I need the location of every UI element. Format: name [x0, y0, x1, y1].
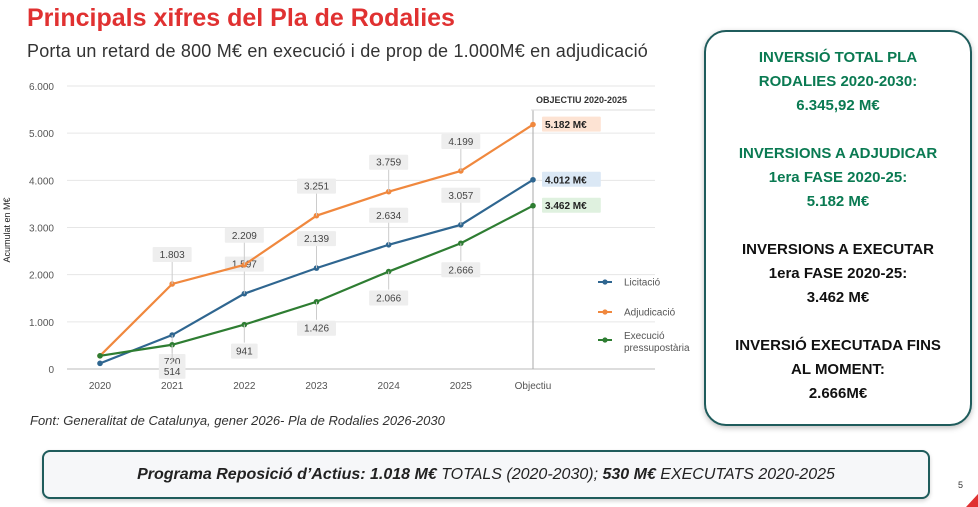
data-label-bg	[297, 231, 336, 247]
legend-label: Licitació	[624, 278, 661, 289]
legend-marker	[602, 279, 608, 285]
legend-label: Execució pressupostària	[624, 331, 690, 354]
source-note: Font: Generalitat de Catalunya, gener 20…	[30, 413, 445, 428]
data-point	[97, 352, 103, 359]
data-label-bg	[231, 343, 258, 359]
x-tick-label: 2024	[378, 381, 401, 392]
y-tick-label: 5.000	[29, 129, 54, 140]
cumulative-investment-chart: 0 1.000 2.000 3.000 4.000 5.000 6.000 Acumulat …	[2, 82, 690, 392]
summary-panel: INVERSIÓ TOTAL PLA RODALIES 2020-2030: 6…	[704, 30, 972, 426]
x-tick-label: 2021	[161, 381, 184, 392]
panel-line: 5.182 M€	[806, 193, 870, 210]
panel-line: 3.462 M€	[806, 289, 870, 306]
panel-line: 2.666M€	[808, 385, 868, 402]
data-label: 2.066	[376, 294, 401, 305]
panel-line: AL MOMENT:	[791, 361, 885, 378]
x-tick-label: Objectiu	[515, 381, 552, 392]
data-label-bg	[297, 320, 336, 336]
data-label: 1.803	[160, 250, 185, 261]
data-label: 3.251	[304, 182, 329, 193]
legend-marker	[602, 309, 608, 315]
data-label-bg	[542, 171, 601, 187]
data-label: 2.209	[232, 231, 257, 242]
panel-line: INVERSIONS A EXECUTAR	[742, 241, 934, 258]
data-label-bg	[224, 227, 264, 243]
data-point	[385, 268, 392, 275]
page-number: 5	[958, 480, 964, 490]
panel-line: INVERSIONS A ADJUDICAR	[738, 145, 938, 162]
x-tick-label: 2025	[450, 381, 473, 392]
y-tick-label: 3.000	[29, 224, 54, 235]
legend-label: Adjudicació	[624, 308, 676, 319]
panel-line: 6.345,92 M€	[796, 97, 880, 114]
data-label: 2.139	[304, 234, 329, 245]
banner-bold-1: Programa Reposició d’Actius: 1.018 M€	[137, 466, 437, 483]
data-label-bg	[441, 133, 481, 149]
data-label-bg	[369, 154, 409, 170]
y-tick-label: 4.000	[29, 176, 54, 187]
data-label: 2.666	[448, 265, 473, 276]
panel-line: INVERSIÓ EXECUTADA FINS	[735, 337, 941, 354]
data-label-bg	[441, 262, 481, 278]
data-label: 4.012 M€	[545, 175, 587, 186]
data-label: 4.199	[448, 137, 473, 148]
y-tick-label: 1.000	[29, 318, 54, 329]
data-point	[530, 176, 536, 183]
data-label: 1.426	[304, 324, 329, 335]
data-label: 3.057	[448, 191, 473, 202]
page-title: Principals xifres del Pla de Rodalies	[27, 4, 455, 32]
data-label-bg	[152, 246, 192, 262]
legend-marker	[602, 337, 608, 343]
data-label: 2.634	[376, 211, 401, 222]
x-tick-label: 2020	[89, 381, 112, 392]
data-point	[97, 360, 103, 367]
panel-line: 1era FASE 2020-25:	[768, 169, 908, 186]
panel-line: RODALIES 2020-2030:	[758, 73, 918, 90]
data-label-bg	[542, 197, 601, 213]
panel-block-total: INVERSIÓ TOTAL PLA RODALIES 2020-2030: 6…	[716, 46, 960, 118]
panel-block-adjudicar: INVERSIONS A ADJUDICAR 1era FASE 2020-25…	[716, 142, 960, 214]
data-label-bg	[369, 207, 409, 223]
asset-replacement-banner: Programa Reposició d’Actius: 1.018 M€ TO…	[42, 450, 930, 499]
data-label: 3.462 M€	[545, 201, 587, 212]
data-label-bg	[158, 363, 186, 379]
y-tick-label: 0	[48, 365, 54, 376]
panel-block-executar: INVERSIONS A EXECUTAR 1era FASE 2020-25:…	[716, 238, 960, 310]
y-axis-label: Acumulat en M€	[2, 197, 12, 262]
panel-line: INVERSIÓ TOTAL PLA	[758, 49, 918, 66]
data-label-bg	[297, 178, 336, 194]
y-tick-label: 2.000	[29, 271, 54, 282]
banner-text-4: EXECUTATS 2020-2025	[655, 466, 835, 483]
page-subtitle: Porta un retard de 800 M€ en execució i …	[27, 41, 649, 61]
objective-annotation: OBJECTIU 2020-2025	[536, 95, 627, 105]
data-label-bg	[369, 290, 409, 306]
x-tick-label: 2023	[305, 381, 328, 392]
panel-block-executada: INVERSIÓ EXECUTADA FINS AL MOMENT: 2.666…	[716, 334, 960, 406]
data-point	[241, 321, 248, 328]
data-label: 5.182 M€	[545, 120, 587, 131]
data-point	[530, 121, 536, 128]
data-label: 941	[236, 347, 253, 358]
panel-line: 1era FASE 2020-25:	[768, 265, 908, 282]
data-point	[530, 202, 536, 209]
x-tick-label: 2022	[233, 381, 256, 392]
data-label-bg	[542, 116, 601, 132]
banner-bold-3: 530 M€	[602, 466, 656, 483]
y-tick-label: 6.000	[29, 82, 54, 93]
data-label: 514	[164, 367, 181, 378]
corner-accent	[966, 494, 978, 507]
data-label-bg	[441, 187, 481, 203]
data-label: 3.759	[376, 158, 401, 169]
banner-text-2: TOTALS (2020-2030);	[436, 466, 603, 483]
